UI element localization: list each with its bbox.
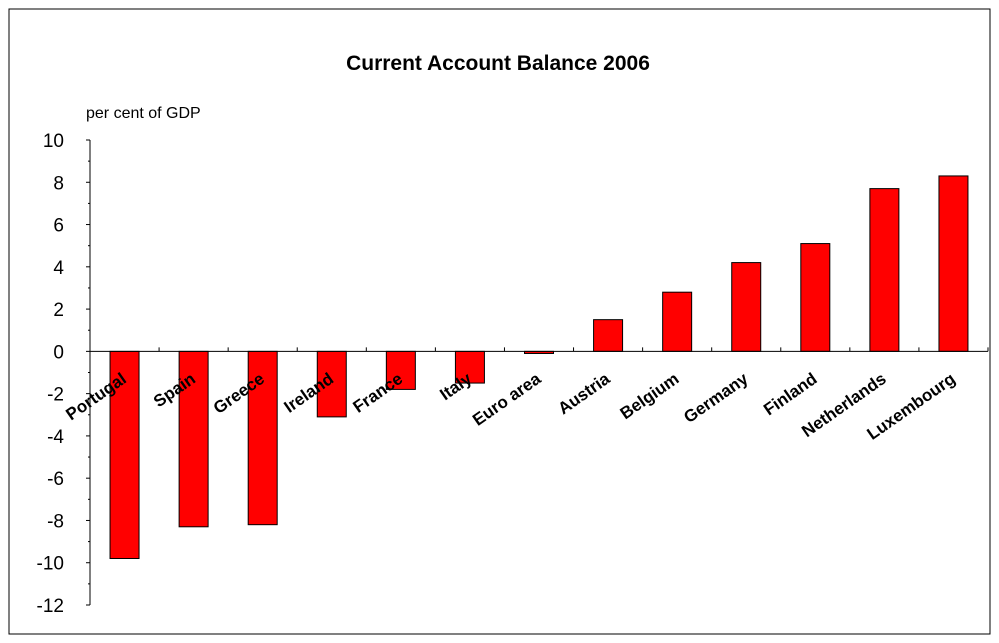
bar-series <box>109 175 969 560</box>
y-tick-label: -6 <box>47 469 64 490</box>
bar <box>316 350 347 418</box>
bar <box>178 350 209 528</box>
y-tick-label: 2 <box>53 300 64 321</box>
y-tick-label: -10 <box>37 554 64 575</box>
y-tick-label: 6 <box>53 216 64 237</box>
y-tick-label: -12 <box>37 596 64 617</box>
y-tick-label: -4 <box>47 427 64 448</box>
bar <box>800 243 831 352</box>
bar <box>593 319 624 352</box>
y-axis-ticks: 10 8 6 4 2 0 -2 -4 -6 -8 -10 -12 <box>37 131 90 617</box>
chart-border <box>8 8 991 635</box>
y-tick-label: 4 <box>53 258 64 279</box>
y-tick-label: 10 <box>43 131 64 152</box>
y-tick-label: 0 <box>53 342 64 363</box>
bar <box>869 188 900 352</box>
y-tick-label: -8 <box>47 511 64 532</box>
bar <box>662 291 693 352</box>
y-tick-label: 8 <box>53 173 64 194</box>
bar <box>247 350 278 526</box>
bar <box>454 350 485 384</box>
y-tick-label: -2 <box>47 385 64 406</box>
bar <box>731 262 762 352</box>
chart-title: Current Account Balance 2006 <box>346 52 650 75</box>
bar <box>109 350 140 560</box>
axes <box>89 140 989 605</box>
y-axis-unit-label: per cent of GDP <box>86 105 201 122</box>
bar <box>938 175 969 352</box>
